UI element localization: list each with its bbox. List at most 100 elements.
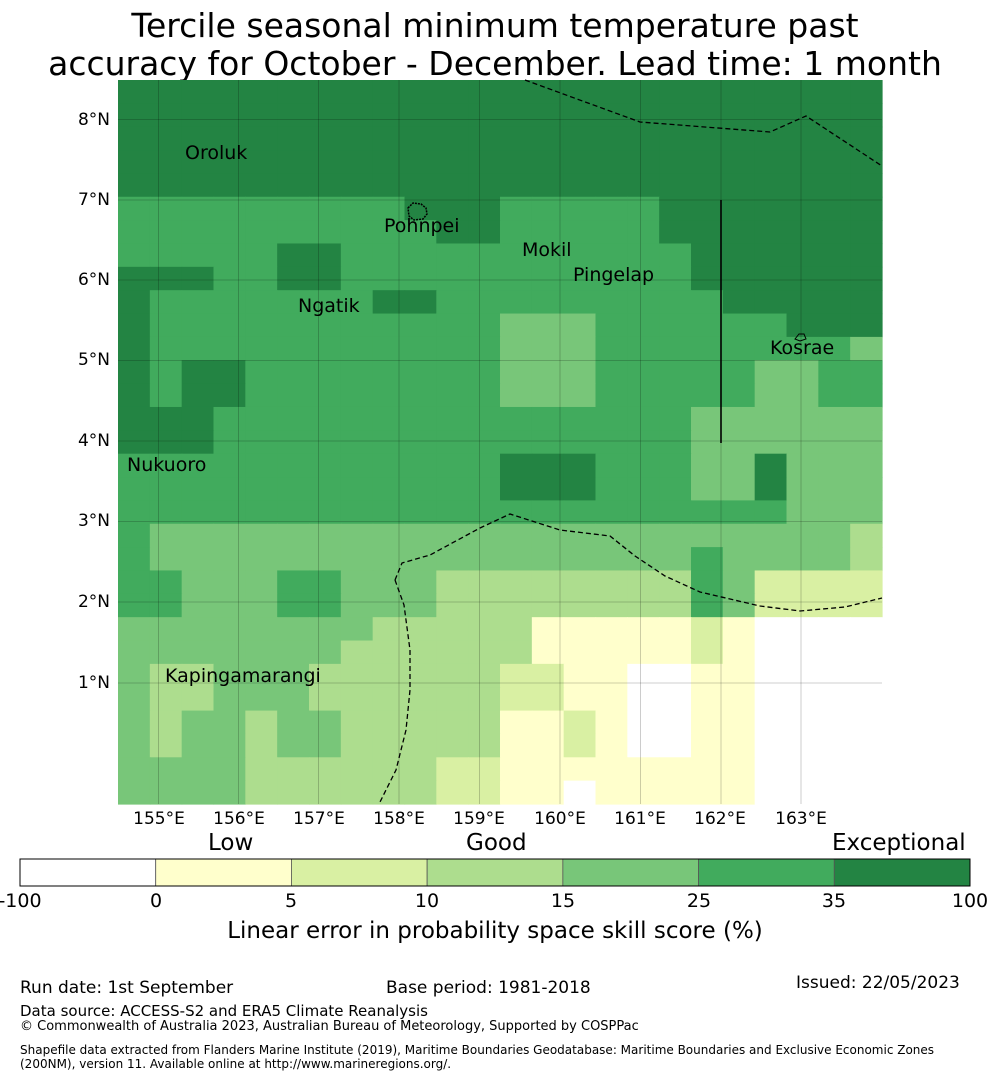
grid-cell xyxy=(277,547,310,572)
grid-cell xyxy=(691,173,724,198)
lon-label-162e: 162°E xyxy=(694,809,746,829)
grid-cell xyxy=(850,150,883,175)
grid-cell xyxy=(850,430,883,455)
grid-cell xyxy=(309,290,342,315)
grid-cell xyxy=(118,663,151,688)
grid-cell xyxy=(149,757,183,782)
grid-cell xyxy=(850,266,883,291)
grid-cell xyxy=(818,780,851,805)
grid-cell xyxy=(531,733,565,758)
grid-cell xyxy=(500,477,533,501)
grid-cell xyxy=(213,500,246,525)
grid-cell xyxy=(850,173,883,198)
grid-cell xyxy=(118,243,151,268)
grid-cell xyxy=(627,477,660,501)
grid-cell xyxy=(722,126,756,151)
grid-cell xyxy=(659,640,692,665)
grid-cell xyxy=(659,453,692,478)
grid-cell xyxy=(627,780,660,805)
grid-cell xyxy=(118,360,151,385)
grid-cell xyxy=(277,150,310,175)
grid-cell xyxy=(181,383,215,408)
shapefile-credit-line-2: (200NM), version 11. Available online at… xyxy=(20,1057,452,1071)
grid-cell xyxy=(786,453,819,478)
grid-cell xyxy=(436,243,469,268)
grid-cell xyxy=(850,453,883,478)
grid-cell xyxy=(340,80,374,104)
grid-cell xyxy=(850,687,883,712)
colorbar-segment xyxy=(698,858,835,887)
grid-cell xyxy=(754,150,788,175)
grid-cell xyxy=(722,570,756,595)
grid-cell xyxy=(850,663,883,688)
grid-cell xyxy=(722,220,756,245)
grid-cell xyxy=(404,733,437,758)
grid-cell xyxy=(436,360,469,385)
grid-cell xyxy=(213,617,246,642)
lat-label-8n: 8°N xyxy=(77,110,110,130)
grid-cell xyxy=(818,383,851,408)
grid-cell xyxy=(404,430,437,455)
grid-cell xyxy=(722,80,756,104)
grid-cell xyxy=(563,500,597,525)
grid-cell xyxy=(245,687,278,712)
grid-cell xyxy=(404,173,437,198)
grid-cell xyxy=(850,570,883,595)
grid-cell xyxy=(404,570,437,595)
grid-cell xyxy=(531,687,565,712)
place-pingelap: Pingelap xyxy=(573,264,655,286)
grid-cell xyxy=(436,173,469,198)
grid-cell xyxy=(372,196,406,221)
grid-cell xyxy=(149,336,183,361)
grid-cell xyxy=(850,103,883,128)
grid-cell xyxy=(500,173,533,198)
grid-cell xyxy=(277,687,310,712)
grid-cell xyxy=(245,547,278,572)
grid-cell xyxy=(691,640,724,665)
grid-cell xyxy=(277,173,310,198)
grid-cell xyxy=(659,617,692,642)
grid-cell xyxy=(436,406,469,431)
grid-cell xyxy=(436,220,469,245)
grid-cell xyxy=(563,243,597,268)
grid-cell xyxy=(340,266,374,291)
grid-cell xyxy=(563,196,597,221)
grid-cell xyxy=(404,243,437,268)
grid-cell xyxy=(277,710,310,735)
grid-cell xyxy=(149,570,183,595)
grid-cell xyxy=(340,593,374,618)
grid-cell xyxy=(404,126,437,151)
grid-cell xyxy=(436,733,469,758)
grid-cell xyxy=(627,173,660,198)
grid-cell xyxy=(850,780,883,805)
grid-cell xyxy=(627,103,660,128)
grid-cell xyxy=(786,290,819,315)
lon-label-163e: 163°E xyxy=(775,809,827,829)
grid-cell xyxy=(468,80,501,104)
grid-cell xyxy=(436,687,469,712)
grid-cell xyxy=(659,80,692,104)
grid-cell xyxy=(500,220,533,245)
grid-cell xyxy=(563,780,597,805)
grid-cell xyxy=(500,780,533,805)
grid-cell xyxy=(277,500,310,525)
grid-cell xyxy=(245,196,278,221)
grid-cell xyxy=(722,430,756,455)
grid-cell xyxy=(149,220,183,245)
grid-cell xyxy=(118,266,151,291)
grid-cell xyxy=(468,313,501,338)
grid-cell xyxy=(118,687,151,712)
grid-cell xyxy=(118,547,151,572)
grid-cell xyxy=(691,80,724,104)
grid-cell xyxy=(340,290,374,315)
grid-cell xyxy=(404,640,437,665)
grid-cell xyxy=(309,477,342,501)
grid-cell xyxy=(372,383,406,408)
grid-cell xyxy=(818,360,851,385)
grid-cell xyxy=(722,617,756,642)
grid-cell xyxy=(786,150,819,175)
grid-cell xyxy=(245,360,278,385)
grid-cell xyxy=(213,453,246,478)
grid-cell xyxy=(436,640,469,665)
grid-cell xyxy=(245,150,278,175)
